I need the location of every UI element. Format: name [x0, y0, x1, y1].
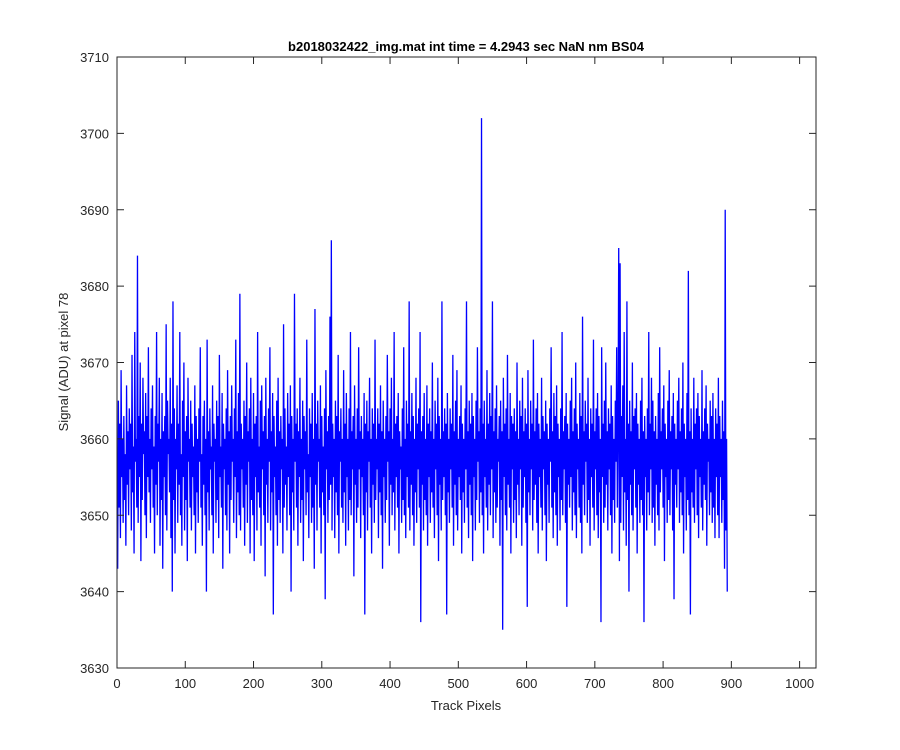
signal-series-line-0 [117, 118, 728, 630]
y-tick-label: 3650 [80, 508, 109, 523]
x-tick-label: 0 [113, 676, 120, 691]
x-tick-label: 600 [516, 676, 538, 691]
x-tick-label: 800 [652, 676, 674, 691]
x-tick-label: 200 [243, 676, 265, 691]
y-tick-label: 3690 [80, 203, 109, 218]
x-tick-label: 100 [174, 676, 196, 691]
x-tick-label: 900 [721, 676, 743, 691]
x-tick-label: 1000 [785, 676, 814, 691]
y-axis-title: Signal (ADU) at pixel 78 [56, 293, 71, 432]
y-tick-label: 3630 [80, 661, 109, 676]
y-tick-label: 3670 [80, 356, 109, 371]
y-tick-label: 3660 [80, 432, 109, 447]
y-tick-label: 3680 [80, 279, 109, 294]
y-tick-label: 3710 [80, 50, 109, 65]
x-tick-label: 400 [379, 676, 401, 691]
y-tick-label: 3640 [80, 585, 109, 600]
x-tick-label: 700 [584, 676, 606, 691]
x-axis-title: Track Pixels [431, 698, 502, 713]
axes-box [116, 56, 817, 669]
y-tick-label: 3700 [80, 126, 109, 141]
ticks-layer: 0 100 200 300 400 500 600 700 800 900 1000 3630 3640… [80, 50, 816, 691]
series-layer [117, 118, 728, 630]
x-tick-label: 300 [311, 676, 333, 691]
chart-title: b2018032422_img.mat int time = 4.2943 se… [288, 39, 645, 54]
x-tick-label: 500 [447, 676, 469, 691]
